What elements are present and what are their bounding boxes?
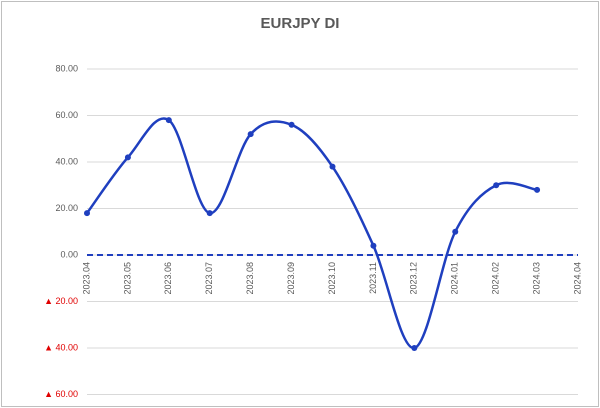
y-tick-label: ▲ 40.00 (44, 342, 78, 352)
data-point (370, 242, 377, 249)
data-point (288, 121, 295, 128)
data-point (452, 228, 459, 235)
x-tick-label: 2023.08 (245, 262, 255, 295)
y-tick-label: ▲ 60.00 (44, 389, 78, 399)
y-tick-label: 20.00 (55, 203, 78, 213)
x-tick-label: 2024.04 (572, 262, 582, 295)
x-tick-label: 2023.10 (327, 262, 337, 295)
x-tick-label: 2023.07 (204, 262, 214, 295)
y-tick-label: 60.00 (55, 110, 78, 120)
data-point (84, 210, 90, 217)
y-tick-label: 40.00 (55, 156, 78, 166)
data-point (165, 117, 172, 124)
x-tick-label: 2023.09 (286, 262, 296, 295)
x-tick-label: 2023.05 (122, 262, 132, 295)
x-tick-label: 2023.06 (163, 262, 173, 295)
data-point (206, 210, 213, 217)
data-point (493, 182, 500, 189)
data-point (534, 186, 541, 193)
x-tick-label: 2023.04 (81, 262, 91, 295)
x-tick-label: 2023.12 (409, 262, 419, 295)
y-tick-label: 0.00 (60, 249, 78, 259)
data-point (411, 345, 418, 351)
y-tick-label: ▲ 20.00 (44, 296, 78, 306)
x-tick-label: 2024.01 (450, 262, 460, 295)
data-point (124, 154, 131, 161)
chart-title: EURJPY DI (261, 15, 340, 32)
x-tick-label: 2023.11 (368, 262, 378, 294)
x-tick-label: 2024.03 (531, 262, 541, 295)
x-tick-label: 2024.02 (491, 262, 501, 295)
data-point (329, 163, 336, 170)
y-tick-label: 80.00 (55, 63, 78, 73)
data-point (247, 131, 254, 138)
